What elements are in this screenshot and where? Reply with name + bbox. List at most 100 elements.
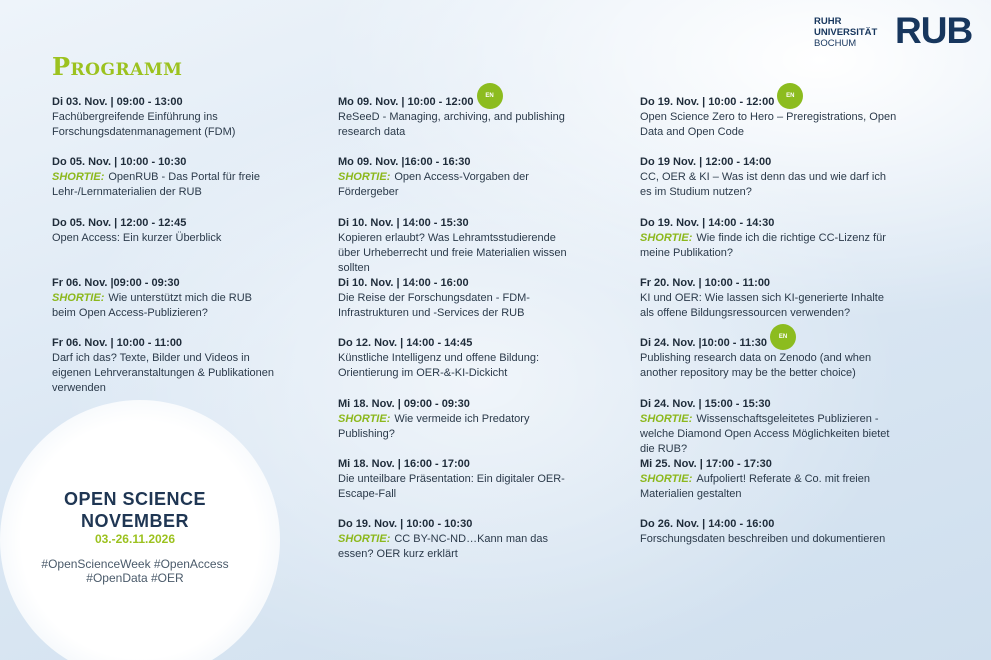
event-text: Die unteilbare Präsentation: Ein digital… xyxy=(338,472,565,500)
event: Do 05. Nov. | 10:00 - 10:30 SHORTIE: OpenR… xyxy=(52,155,274,200)
event-text: Aufpoliert! Referate & Co. mit freien Ma… xyxy=(640,472,870,500)
event-text: Wie unterstützt mich die RUB beim Open A… xyxy=(52,291,253,319)
event-description: Die Reise der Forschungsdaten - FDM-Infr… xyxy=(338,291,580,321)
event: Mi 25. Nov. | 17:00 - 17:30 SHORTIE: Aufpo… xyxy=(640,457,898,502)
event-description: SHORTIE: OpenRUB - Das Portal für freie L… xyxy=(52,170,274,200)
shortie-tag: SHORTIE: xyxy=(52,171,105,184)
event-date: Mo 09. Nov. | 10:00 - 12:00 EN xyxy=(338,85,501,110)
event-date: Do 19 Nov. | 12:00 - 14:00 xyxy=(640,156,772,169)
shortie-tag: SHORTIE: xyxy=(338,412,391,425)
title: Programm xyxy=(52,52,183,81)
event-description: ReSeeD - Managing, archiving, and publis… xyxy=(338,110,580,140)
event-text: Wie vermeide ich Predatory Publishing? xyxy=(338,412,530,440)
event-date: Do 05. Nov. | 12:00 - 12:45 xyxy=(52,216,187,229)
event-date: Di 10. Nov. | 14:00 - 15:30 xyxy=(338,216,469,229)
event-badge: OPEN SCIENCE NOVEMBER 03.-26.11.2026 #OpenS… xyxy=(20,488,250,585)
event-date: Di 03. Nov. | 09:00 - 13:00 xyxy=(52,96,183,108)
event-text: Open Science Zero to Hero – Preregistrat… xyxy=(640,111,897,138)
event-description: Darf ich das? Texte, Bilder und Videos i… xyxy=(52,351,274,396)
event: Fr 20. Nov. | 10:00 - 11:00 KI und OER: W… xyxy=(640,276,898,321)
event-date: Di 24. Nov. |10:00 - 11:30 EN xyxy=(640,326,794,351)
event-date: Fr 06. Nov. |09:00 - 09:30 xyxy=(52,276,180,289)
event-date: Fr 20. Nov. | 10:00 - 11:00 xyxy=(640,276,771,289)
hashtags: #OpenScienceWeek #OpenAccess #OpenData #O… xyxy=(20,557,250,585)
event: Do 19. Nov. | 14:00 - 14:30 SHORTIE: Wie f… xyxy=(640,216,898,261)
shortie-tag: SHORTIE: xyxy=(338,533,391,546)
event-text: Open Access-Vorgaben der Fördergeber xyxy=(338,171,529,199)
event: Fr 06. Nov. |09:00 - 09:30 SHORTIE: Wie un… xyxy=(52,276,274,321)
event-date: Do 05. Nov. | 10:00 - 10:30 xyxy=(52,156,187,169)
event: Mo 09. Nov. |16:00 - 16:30 SHORTIE: Open A… xyxy=(338,155,580,200)
event-description: Open Access: Ein kurzer Überblick xyxy=(52,231,274,246)
event-date: Do 19. Nov. | 14:00 - 14:30 xyxy=(640,216,775,229)
event-description: SHORTIE: Open Access-Vorgaben der Förderg… xyxy=(338,170,580,200)
event-description: SHORTIE: Wissenschaftsgeleitetes Publizie… xyxy=(640,412,898,457)
event: Di 24. Nov. |10:00 - 11:30 EN Publishing r… xyxy=(640,326,898,381)
logo-line: BOCHUM xyxy=(814,38,857,49)
event-description: SHORTIE: Wie finde ich die richtige CC-Li… xyxy=(640,231,898,261)
event: Di 10. Nov. | 14:00 - 15:30 Kopieren erla… xyxy=(338,216,580,276)
event-dates: 03.-26.11.2026 xyxy=(94,532,176,546)
event-text: Fachübergreifende Einführung ins Forschu… xyxy=(52,111,236,138)
shortie-tag: SHORTIE: xyxy=(640,231,693,244)
event-name: OPEN SCIENCE xyxy=(63,489,207,509)
event-text: Publishing research data on Zenodo (and … xyxy=(640,352,872,380)
splotch xyxy=(0,400,280,660)
event-text: Kopieren erlaubt? Was Lehramtsstudierend… xyxy=(338,231,567,274)
hashtag-line: #OpenData #OER xyxy=(86,571,184,585)
logo-line: RUHR xyxy=(814,16,842,27)
event-date: Do 19. Nov. | 10:00 - 12:00 EN xyxy=(640,85,802,110)
event: Di 03. Nov. | 09:00 - 13:00 Fachübergreif… xyxy=(52,95,274,140)
event-date: Mi 18. Nov. | 16:00 - 17:00 xyxy=(338,457,470,470)
event-text: Wissenschaftsgeleitetes Publizieren - we… xyxy=(640,412,890,455)
event: Do 19. Nov. | 10:00 - 10:30 SHORTIE: CC BY… xyxy=(338,517,580,562)
event-text: CC, OER & KI – Was ist denn das und wie … xyxy=(640,171,886,199)
event-date: Mi 25. Nov. | 17:00 - 17:30 xyxy=(640,457,772,470)
language-badge: EN xyxy=(772,326,794,349)
shortie-tag: SHORTIE: xyxy=(338,171,391,184)
shortie-tag: SHORTIE: xyxy=(52,291,105,304)
event: Mi 18. Nov. | 09:00 - 09:30 SHORTIE: Wie v… xyxy=(338,397,580,442)
event-text: OpenRUB - Das Portal für freie Lehr-/Ler… xyxy=(52,171,260,199)
event-description: Künstliche Intelligenz und offene Bildun… xyxy=(338,351,580,381)
event-name: NOVEMBER xyxy=(80,511,189,531)
logo-line: UNIVERSITÄT xyxy=(814,27,878,38)
event: Fr 06. Nov. | 10:00 - 11:00 Darf ich das?… xyxy=(52,336,274,396)
event-description: Die unteilbare Präsentation: Ein digital… xyxy=(338,472,580,502)
event-date: Di 24. Nov. | 15:00 - 15:30 xyxy=(640,397,771,410)
event-text: Forschungsdaten beschreiben und dokument… xyxy=(640,533,886,546)
event-description: Forschungsdaten beschreiben und dokument… xyxy=(640,532,898,547)
event: Do 26. Nov. | 14:00 - 16:00 Forschungsdat… xyxy=(640,517,898,547)
event: Di 10. Nov. | 14:00 - 16:00 Die Reise der… xyxy=(338,276,580,321)
shortie-tag: SHORTIE: xyxy=(640,472,693,485)
logo-text: RUHR UNIVERSITÄT BOCHUM xyxy=(814,16,877,49)
event: Mi 18. Nov. | 16:00 - 17:00 Die unteilbar… xyxy=(338,457,580,502)
event-text: Darf ich das? Texte, Bilder und Videos i… xyxy=(52,352,274,395)
event: Di 24. Nov. | 15:00 - 15:30 SHORTIE: Wisse… xyxy=(640,397,898,457)
event: Do 12. Nov. | 14:00 - 14:45 Künstliche In… xyxy=(338,336,580,381)
language-badge: EN xyxy=(478,85,501,107)
event-description: Open Science Zero to Hero – Preregistrat… xyxy=(640,110,898,140)
event: Do 19 Nov. | 12:00 - 14:00 CC, OER & KI –… xyxy=(640,155,898,200)
event-date: Do 26. Nov. | 14:00 - 16:00 xyxy=(640,518,775,531)
event-date: Di 10. Nov. | 14:00 - 16:00 xyxy=(338,276,469,289)
event-text: KI und OER: Wie lassen sich KI-generiert… xyxy=(640,291,884,319)
event-text: CC BY-NC-ND…Kann man das essen? OER kurz… xyxy=(338,533,549,561)
event-description: Fachübergreifende Einführung ins Forschu… xyxy=(52,110,274,140)
event-text: ReSeeD - Managing, archiving, and publis… xyxy=(338,111,565,138)
event-description: CC, OER & KI – Was ist denn das und wie … xyxy=(640,170,898,200)
logo-mark: RUB xyxy=(895,10,973,51)
event-description: SHORTIE: Aufpoliert! Referate & Co. mit f… xyxy=(640,472,898,502)
event-date: Fr 06. Nov. | 10:00 - 11:00 xyxy=(52,337,183,350)
event-text: Die Reise der Forschungsdaten - FDM-Infr… xyxy=(338,291,530,319)
language-badge: EN xyxy=(779,85,802,107)
shortie-tag: SHORTIE: xyxy=(640,412,693,425)
event-date: Mi 18. Nov. | 09:00 - 09:30 xyxy=(338,397,470,410)
event: Mo 09. Nov. | 10:00 - 12:00 EN ReSeeD - Ma… xyxy=(338,85,580,140)
event-text: Wie finde ich die richtige CC-Lizenz für… xyxy=(640,231,886,259)
event-text: Open Access: Ein kurzer Überblick xyxy=(52,231,222,244)
hashtag-line: #OpenScienceWeek #OpenAccess xyxy=(41,557,229,571)
event-date: Do 19. Nov. | 10:00 - 10:30 xyxy=(338,518,473,531)
event: Do 19. Nov. | 10:00 - 12:00 EN Open Scienc… xyxy=(640,85,898,140)
